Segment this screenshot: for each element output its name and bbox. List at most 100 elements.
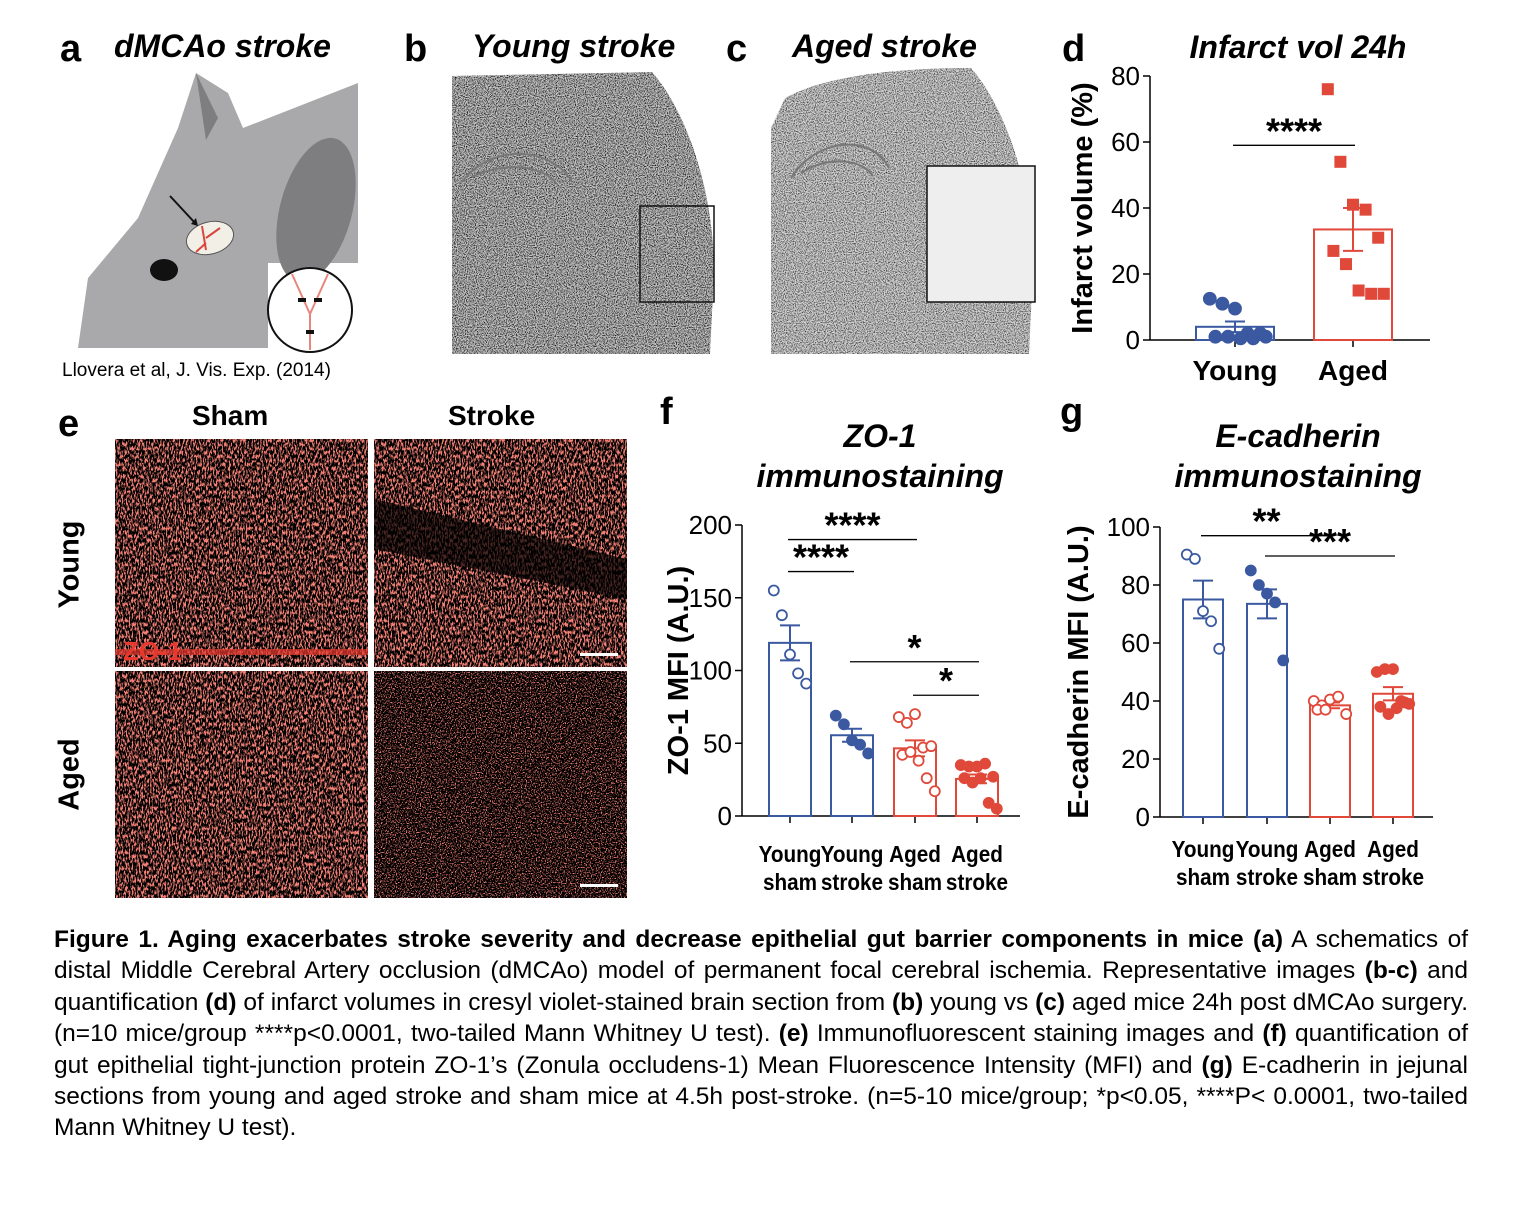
data-point (767, 584, 780, 597)
data-point (1372, 231, 1385, 244)
aged-stroke-brain-section (771, 68, 1036, 354)
y-tick-label: 0 (1136, 802, 1150, 832)
col-header-sham: Sham (192, 400, 269, 431)
panel-a-letter: a (60, 28, 82, 70)
y-tick-label: 20 (1111, 259, 1140, 289)
data-point (925, 740, 938, 753)
data-point (1261, 587, 1273, 600)
data-point (1258, 329, 1273, 344)
aged-sham-zo1-image (115, 671, 368, 898)
data-point (982, 797, 995, 809)
y-axis-label: Infarct volume (%) (1067, 82, 1099, 333)
y-tick-label: 40 (1121, 686, 1150, 716)
x-category-label: Aged (889, 841, 941, 867)
panel-e-letter: e (58, 403, 80, 445)
y-tick-label: 60 (1111, 127, 1140, 157)
y-tick-label: 40 (1111, 193, 1140, 223)
data-point (829, 709, 842, 722)
data-point (1319, 703, 1332, 716)
col-header-stroke: Stroke (448, 400, 536, 431)
data-point (1213, 642, 1226, 655)
y-tick-label: 0 (718, 801, 732, 831)
caption-bold-text: (b-c) (1364, 957, 1418, 985)
zo1-mfi-chart: ZO-1 immunostaining ZO-1 MFI (A.U.) 0 50 100 1… (663, 418, 1020, 895)
figure-caption: Figure 1. Aging exacerbates stroke sever… (54, 924, 1468, 1144)
y-tick-label: 60 (1121, 628, 1150, 658)
panel-a-title: dMCAo stroke (114, 28, 331, 64)
inset-vessel-diagram (267, 267, 353, 353)
caption-text: quantification of gut epithelial tight-j… (54, 1020, 1469, 1079)
data-point (1398, 696, 1411, 709)
data-point (1269, 596, 1282, 609)
x-category-label: Aged (1318, 355, 1388, 386)
infarct-volume-chart: Infarct vol 24h Infarct volume (%) 0 20 40 60… (1067, 29, 1430, 386)
x-category-label: sham (763, 869, 817, 895)
panel-b-title: Young stroke (472, 28, 676, 64)
row-header-aged: Aged (53, 738, 86, 811)
caption-bold-text: (d) (205, 988, 237, 1016)
caption-bold-text: Figure 1. Aging exacerbates stroke sever… (54, 926, 1284, 953)
mouse-head-schematic (78, 73, 358, 353)
data-point (1197, 605, 1209, 618)
y-tick-label: 150 (689, 583, 732, 613)
caption-text: and quantification (54, 957, 1468, 1016)
data-point (792, 667, 805, 680)
x-category-label: stroke (946, 869, 1008, 895)
caption-text: aged mice 24h post dMCAo surgery. (n=10 … (54, 988, 1469, 1048)
data-point (1359, 203, 1372, 216)
caption-bold-text: (b) (892, 988, 924, 1016)
panel-a-credit: Llovera et al, J. Vis. Exp. (2014) (62, 360, 331, 381)
scale-bar (580, 884, 618, 887)
bar-young-sham (1182, 598, 1224, 818)
data-point (784, 648, 796, 661)
data-point (1347, 198, 1359, 211)
data-point (900, 716, 913, 729)
panel-f-letter: f (660, 391, 673, 433)
caption-text: E-cadherin in jejunal sections from youn… (54, 1051, 1469, 1142)
data-point (990, 802, 1003, 815)
y-tick-label: 0 (1126, 325, 1140, 355)
mca-vessel (195, 225, 221, 253)
panel-g-letter: g (1060, 391, 1084, 433)
caption-bold-text: (e) (778, 1020, 809, 1048)
chart-title: E-cadherin (1215, 418, 1380, 454)
data-point (775, 609, 788, 622)
y-tick-label: 80 (1111, 61, 1140, 91)
young-sham-zo1-image (115, 439, 368, 667)
data-point (1252, 579, 1265, 591)
bar-young-sham (768, 641, 812, 817)
data-point (800, 677, 813, 690)
panel-c-letter: c (726, 28, 748, 70)
y-tick-label: 50 (703, 728, 732, 758)
data-point (1365, 287, 1378, 300)
x-category-label: Aged (1304, 836, 1356, 862)
caption-text: of infarct volumes in cresyl violet-stai… (236, 988, 892, 1016)
significance-label: * (907, 627, 921, 668)
significance-label: *** (1309, 521, 1351, 562)
data-point (974, 772, 987, 785)
y-axis-label: ZO-1 MFI (A.U.) (663, 566, 695, 775)
y-tick-label: 100 (1107, 512, 1150, 542)
panel-c-title: Aged stroke (792, 28, 977, 64)
x-category-label: Young (1236, 836, 1299, 862)
data-point (1387, 663, 1399, 676)
significance-label: **** (1266, 110, 1322, 151)
data-point (979, 757, 992, 770)
row-header-young: Young (53, 520, 86, 609)
significance-label: ** (1252, 501, 1280, 542)
data-point (1205, 615, 1218, 628)
data-point (1340, 258, 1352, 271)
data-point (1334, 155, 1347, 168)
x-category-label: Aged (1367, 836, 1419, 862)
data-point (912, 754, 925, 767)
panel-b-letter: b (404, 28, 428, 70)
mouse-ear-near (196, 73, 218, 140)
caption-bold-text: (c) (1035, 988, 1066, 1016)
x-category-label: sham (888, 869, 942, 895)
significance-label: * (939, 660, 953, 701)
y-axis-label: E-cadherin MFI (A.U.) (1063, 525, 1095, 818)
caption-text: A schematics of distal Middle Cerebral A… (54, 926, 1469, 985)
young-stroke-brain-section (452, 72, 715, 354)
data-point (1340, 708, 1353, 720)
y-tick-label: 20 (1121, 744, 1150, 774)
